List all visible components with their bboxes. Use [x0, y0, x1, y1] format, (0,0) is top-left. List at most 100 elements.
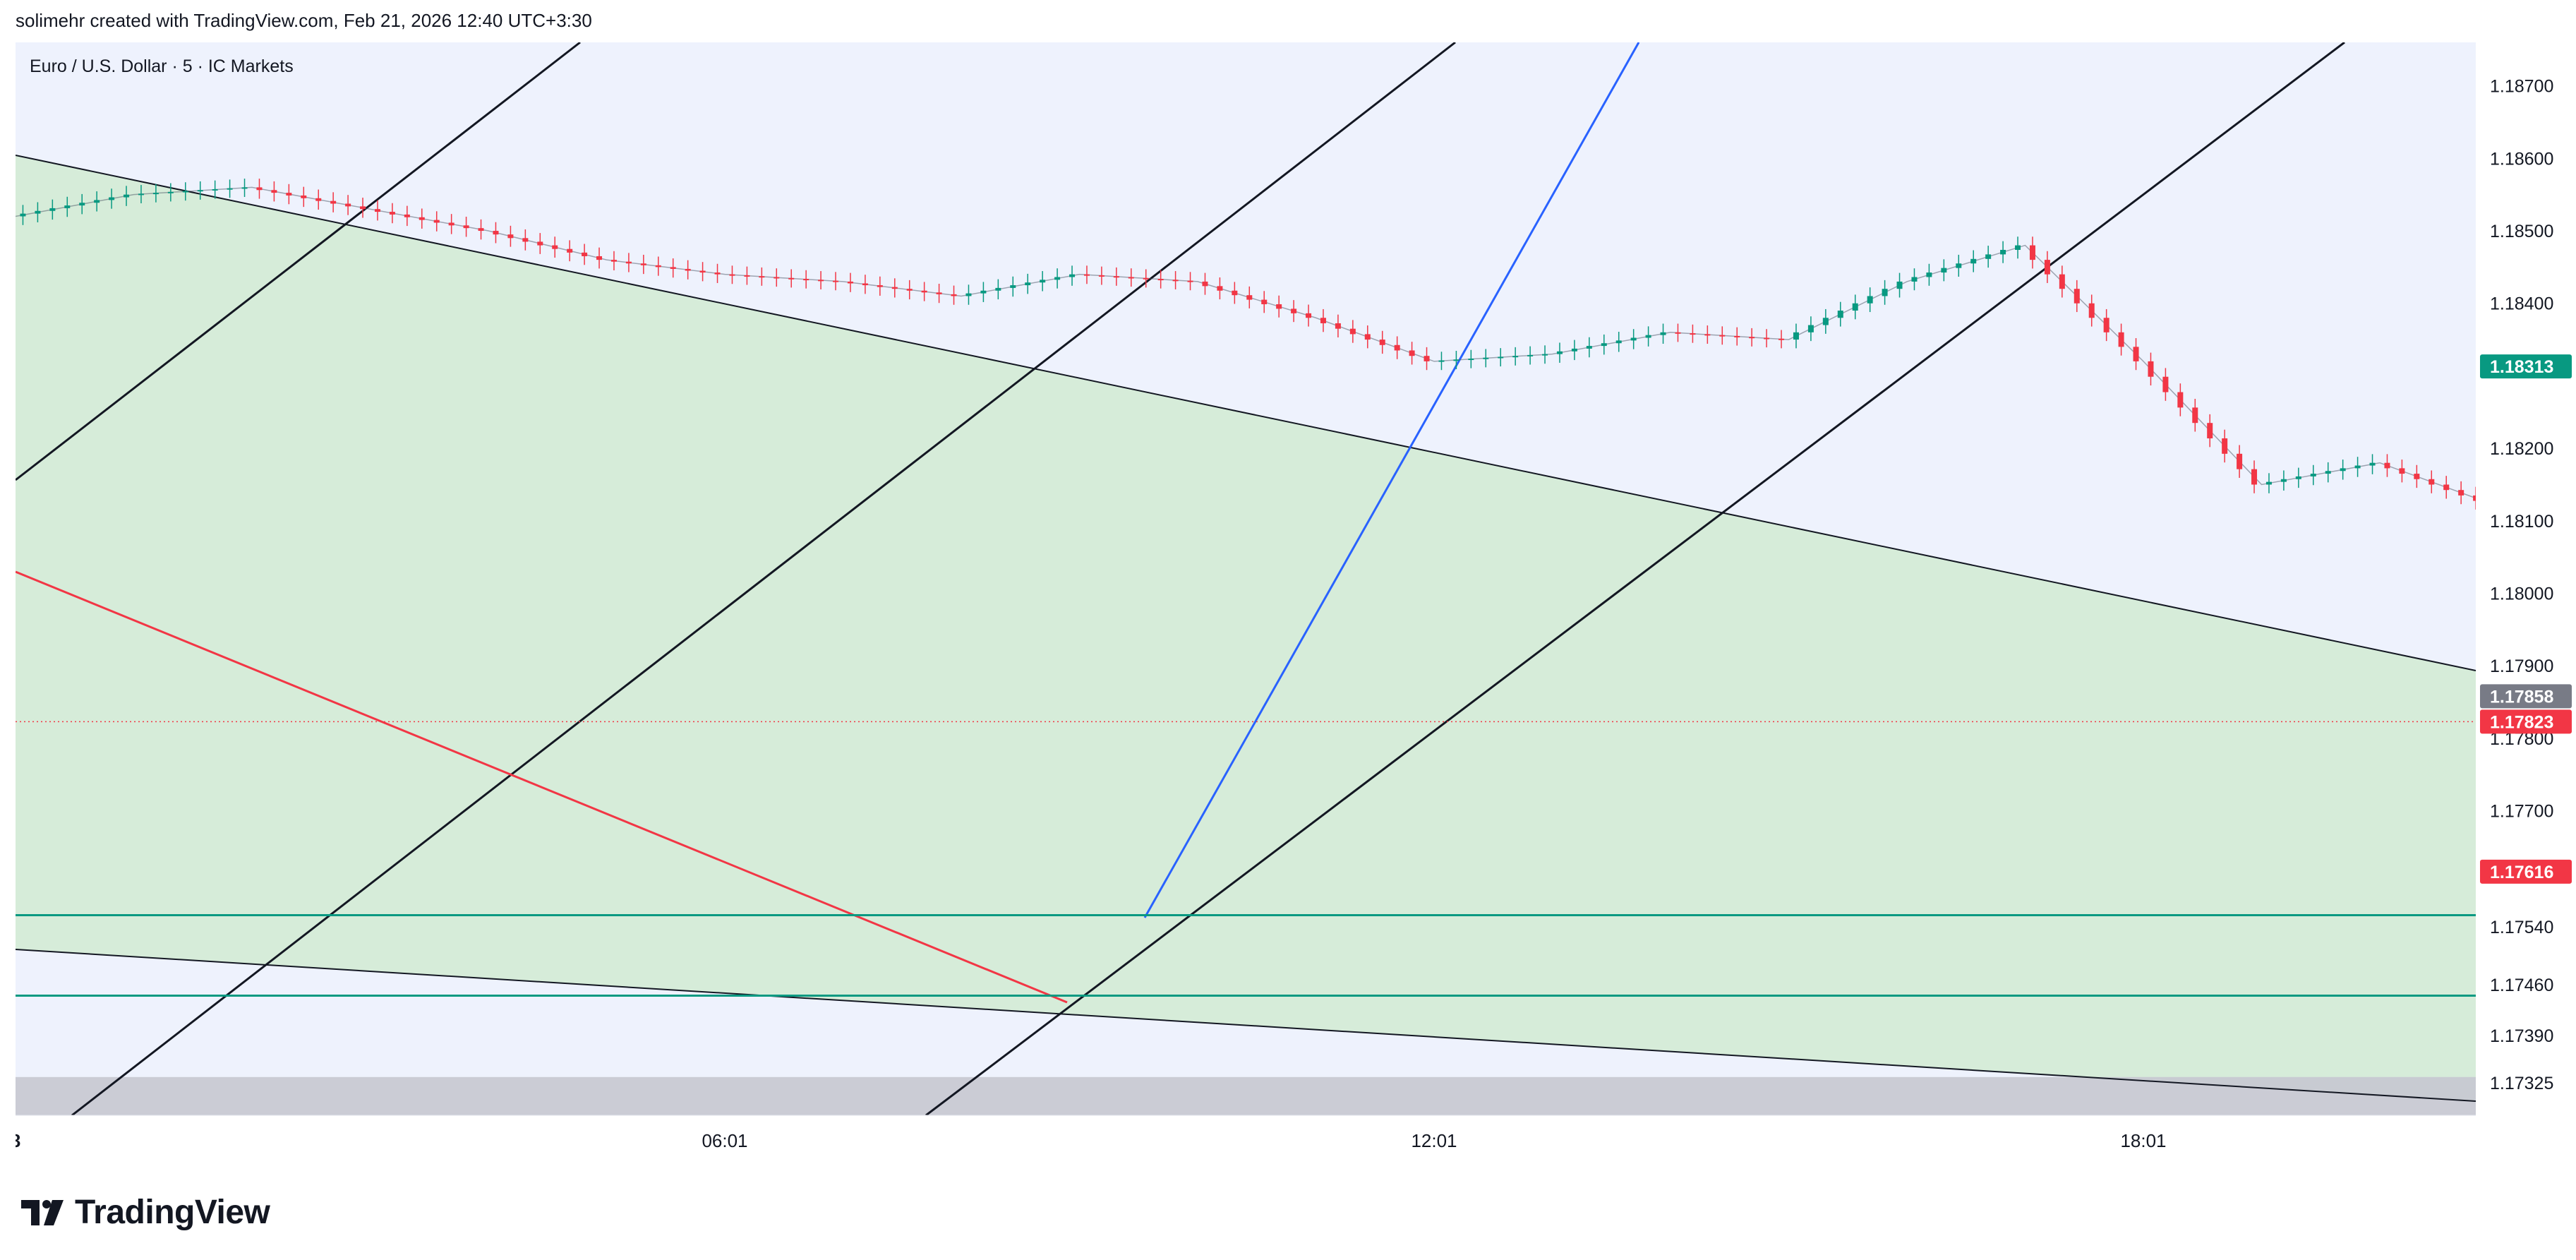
candle-body [2369, 462, 2376, 466]
candle-body [1867, 296, 1873, 304]
candle-body [2103, 318, 2109, 332]
candle-body [2133, 347, 2139, 361]
candle-body [1498, 356, 1504, 359]
candle-body [1882, 289, 1888, 296]
candle-body [286, 193, 292, 196]
price-tick-label: 1.18400 [2490, 294, 2553, 314]
candle-body [1896, 281, 1903, 289]
candle-body [1719, 335, 1726, 337]
candle-body [759, 276, 765, 278]
candle-body [567, 248, 573, 253]
time-tick-label: 8 [16, 1130, 20, 1151]
channel-line-1 [16, 42, 581, 481]
candle-body [1527, 354, 1534, 356]
candle-body [2340, 468, 2346, 472]
channel-line-3 [925, 42, 2345, 1115]
candle-body [625, 261, 632, 264]
candle-body [301, 195, 307, 198]
candle-body [94, 200, 100, 203]
candle-body [1645, 335, 1651, 338]
candle-body [1586, 346, 1592, 349]
candle-body [1379, 340, 1385, 345]
candle-body [2295, 476, 2301, 479]
candle-body [921, 290, 927, 293]
candle-body [670, 267, 676, 269]
candle-body [1630, 337, 1637, 341]
candle-body [109, 197, 115, 200]
candle-body [1113, 276, 1119, 278]
candle-body [1571, 348, 1577, 352]
candle-body [478, 228, 484, 232]
candle-body [227, 188, 233, 190]
candle-body [2354, 465, 2361, 469]
candle-body [1409, 350, 1415, 356]
candle-body [685, 268, 691, 271]
price-tick-label: 1.18100 [2490, 512, 2553, 532]
tradingview-logo-text: TradingView [75, 1194, 270, 1231]
candle-body [714, 272, 721, 275]
candle-body [2044, 260, 2050, 275]
price-chart[interactable]: C0.66 161.80% (1.18336)127.20% (1.18321)… [16, 42, 2576, 1166]
chart-title: Euro / U.S. Dollar · 5 · IC Markets [30, 56, 294, 76]
green-zone [16, 155, 2476, 1101]
candle-body [1364, 334, 1371, 340]
candle-body [729, 274, 735, 276]
candle-body [152, 193, 159, 195]
candle-body [1424, 356, 1430, 361]
candle-body [906, 289, 913, 291]
candle-body [1778, 338, 1785, 340]
chart-area[interactable]: C0.66 161.80% (1.18336)127.20% (1.18321)… [16, 42, 2576, 1166]
tradingview-logo[interactable]: TradingView [20, 1193, 270, 1232]
time-tick-label: 18:01 [2120, 1130, 2166, 1151]
candle-body [256, 187, 263, 191]
candle-body [360, 206, 366, 210]
price-tick-label: 1.17900 [2490, 656, 2553, 676]
candle-body [1217, 286, 1223, 291]
candle-body [965, 293, 972, 296]
candle-body [862, 283, 868, 286]
candle-body [2414, 474, 2420, 479]
candle-body [877, 285, 883, 287]
candle-body [167, 191, 174, 193]
lower-trend-line [16, 949, 2476, 1102]
price-badge-label: 1.17823 [2490, 712, 2553, 732]
candle-body [64, 205, 71, 208]
candle-body [1970, 258, 1977, 264]
time-axis[interactable] [16, 1115, 2476, 1166]
candle-body [1261, 299, 1268, 305]
candle-body [2443, 484, 2450, 491]
candle-body [1512, 356, 1519, 358]
tradingview-logo-icon [21, 1199, 64, 1225]
channel-line-2 [71, 42, 1456, 1115]
candle-body [980, 290, 987, 294]
candle-body [1601, 343, 1607, 347]
candle-body [2384, 462, 2390, 469]
candle-body [1453, 359, 1459, 361]
candle-body [818, 280, 824, 282]
candle-body [2428, 479, 2435, 485]
candle-body [2029, 245, 2035, 260]
price-badge-label: 1.18313 [2490, 357, 2553, 377]
candle-body [2148, 361, 2154, 377]
candle-body [610, 260, 617, 262]
price-tick-label: 1.18500 [2490, 222, 2553, 241]
candle-body [1320, 318, 1326, 323]
candle-body [1040, 280, 1046, 283]
candle-body [2473, 495, 2476, 501]
candle-body [1291, 308, 1297, 313]
candle-body [2265, 481, 2272, 485]
candle-body [2074, 289, 2080, 304]
candle-body [1956, 263, 1962, 268]
candle-body [1438, 360, 1445, 362]
candle-body [1098, 275, 1105, 277]
candle-body [774, 277, 780, 279]
candle-body [1468, 359, 1474, 361]
candle-body [315, 198, 322, 201]
candle-body [2325, 471, 2331, 474]
candle-body [552, 245, 558, 249]
grey-zone [16, 1076, 2476, 1115]
price-axis[interactable] [2476, 42, 2576, 1166]
candle-body [2310, 474, 2316, 476]
candle-body [124, 194, 130, 198]
candle-body [2192, 407, 2198, 424]
